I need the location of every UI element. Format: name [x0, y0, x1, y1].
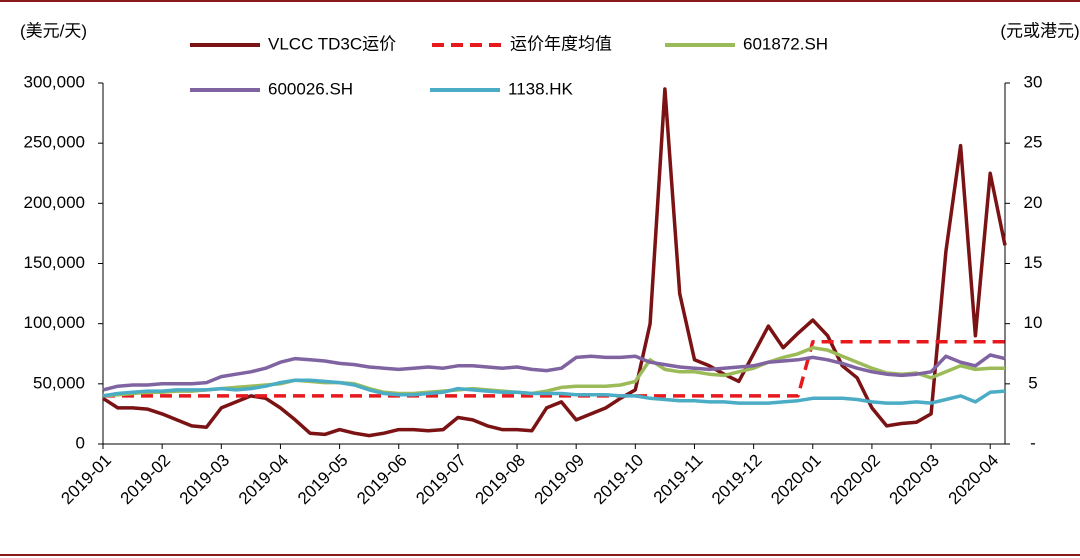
x-tick-label: 2019-05: [294, 451, 352, 509]
y-tick-label: 0: [76, 433, 85, 452]
legend-label: 600026.SH: [268, 79, 353, 98]
y2-tick-label: 30: [1024, 72, 1043, 91]
y-tick-label: 50,000: [33, 373, 85, 392]
y2-tick-label: 20: [1024, 193, 1043, 212]
legend-label: 运价年度均值: [510, 34, 612, 53]
y2-tick-label: -: [1030, 433, 1036, 452]
y2-tick-label: 10: [1024, 313, 1043, 332]
x-tick-label: 2020-01: [767, 451, 825, 509]
x-tick-label: 2019-12: [708, 451, 766, 509]
x-tick-label: 2020-03: [886, 451, 944, 509]
y-axis-label: (美元/天): [20, 21, 87, 40]
series-line: [102, 345, 1005, 398]
x-tick-label: 2019-03: [176, 451, 234, 509]
x-tick-label: 2019-10: [590, 451, 648, 509]
x-tick-label: 2019-11: [650, 451, 707, 508]
x-tick-label: 2019-01: [57, 451, 115, 509]
series-line: [102, 87, 1007, 438]
legend-label: VLCC TD3C运价: [268, 34, 396, 53]
x-tick-label: 2019-07: [412, 451, 470, 509]
legend-label: 601872.SH: [743, 34, 828, 53]
x-tick-label: 2019-06: [353, 451, 411, 509]
x-tick-label: 2020-02: [826, 451, 884, 509]
series-line: [102, 353, 1006, 392]
x-tick-label: 2019-09: [531, 451, 589, 509]
legend-label: 1138.HK: [508, 79, 574, 98]
y2-tick-label: 5: [1028, 373, 1037, 392]
y-tick-label: 100,000: [24, 313, 85, 332]
x-tick-label: 2020-04: [945, 451, 1003, 509]
y-tick-label: 150,000: [24, 253, 85, 272]
y2-tick-label: 25: [1024, 133, 1043, 152]
y-tick-label: 200,000: [24, 193, 85, 212]
y2-tick-label: 15: [1024, 253, 1043, 272]
x-tick-label: 2019-04: [235, 451, 293, 509]
x-tick-label: 2019-08: [471, 451, 529, 509]
y2-axis-label: (元或港元): [1000, 21, 1079, 40]
series-line: [102, 378, 1006, 405]
y-tick-label: 250,000: [24, 133, 85, 152]
y-tick-label: 300,000: [24, 72, 85, 91]
x-tick-label: 2019-02: [117, 451, 175, 509]
